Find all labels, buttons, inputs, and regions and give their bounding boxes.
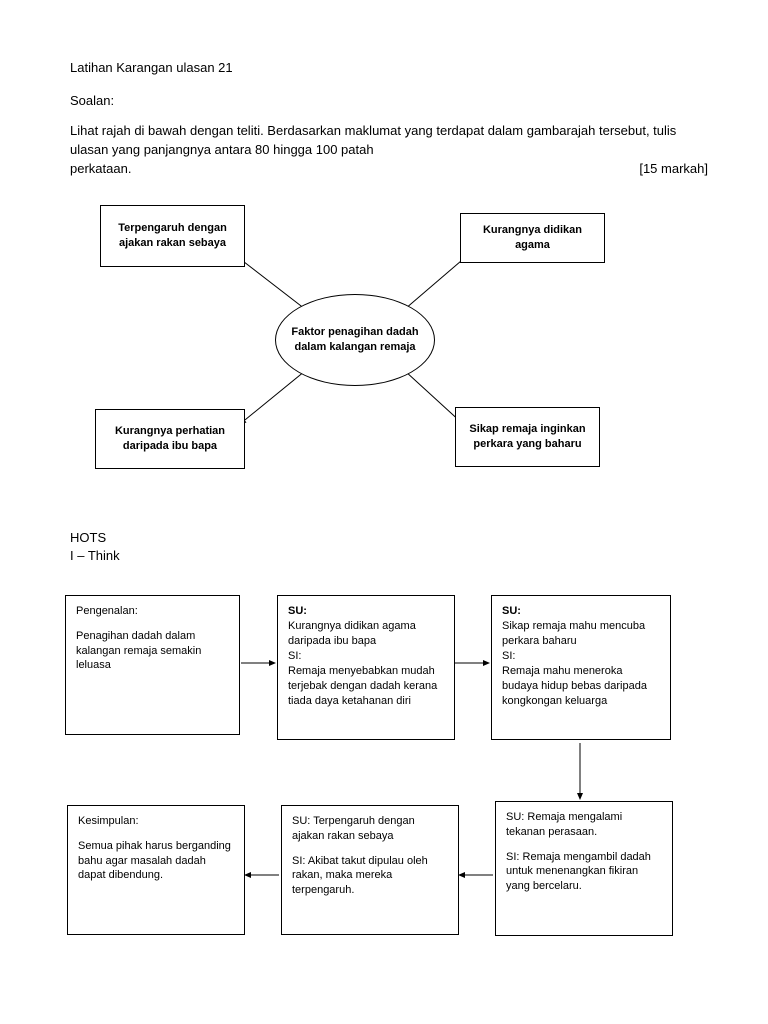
p3-su: SU: Remaja mengalami tekanan perasaan. xyxy=(506,810,662,840)
p2-si: Remaja mahu meneroka budaya hidup bebas … xyxy=(502,664,660,709)
intro-body: Penagihan dadah dalam kalangan remaja se… xyxy=(76,629,229,674)
hots-line2: I – Think xyxy=(70,547,708,565)
p2-si-label: SI: xyxy=(502,649,660,664)
p4-su: SU: Terpengaruh dengan ajakan rakan seba… xyxy=(292,814,448,844)
factor-top-left: Terpengaruh dengan ajakan rakan sebaya xyxy=(100,205,245,267)
intro-head: Pengenalan: xyxy=(76,604,229,619)
p2-su-label: SU: xyxy=(502,605,521,617)
flow-point-2: SU: Sikap remaja mahu mencuba perkara ba… xyxy=(491,595,671,740)
instruction-main: Lihat rajah di bawah dengan teliti. Berd… xyxy=(70,123,676,157)
p1-su-label: SU: xyxy=(288,605,307,617)
p1-si: Remaja menyebabkan mudah terjebak dengan… xyxy=(288,664,444,709)
factor-bottom-left: Kurangnya perhatian daripada ibu bapa xyxy=(95,409,245,469)
question-label: Soalan: xyxy=(70,93,708,108)
center-topic: Faktor penagihan dadah dalam kalangan re… xyxy=(275,294,435,386)
p1-si-label: SI: xyxy=(288,649,444,664)
instruction-text: Lihat rajah di bawah dengan teliti. Berd… xyxy=(70,122,708,179)
marks-label: [15 markah] xyxy=(639,160,708,179)
flow-point-3: SU: Remaja mengalami tekanan perasaan. S… xyxy=(495,801,673,936)
p2-su: Sikap remaja mahu mencuba perkara baharu xyxy=(502,619,660,649)
flow-point-1: SU: Kurangnya didikan agama daripada ibu… xyxy=(277,595,455,740)
p3-si: SI: Remaja mengambil dadah untuk menenan… xyxy=(506,850,662,895)
exercise-title: Latihan Karangan ulasan 21 xyxy=(70,60,708,75)
flow-conclusion: Kesimpulan: Semua pihak harus berganding… xyxy=(67,805,245,935)
hots-line1: HOTS xyxy=(70,529,708,547)
instruction-last: perkataan. xyxy=(70,160,131,179)
conclusion-body: Semua pihak harus berganding bahu agar m… xyxy=(78,839,234,884)
p1-su: Kurangnya didikan agama daripada ibu bap… xyxy=(288,619,444,649)
factor-top-right: Kurangnya didikan agama xyxy=(460,213,605,263)
flow-intro: Pengenalan: Penagihan dadah dalam kalang… xyxy=(65,595,240,735)
flow-diagram: Pengenalan: Penagihan dadah dalam kalang… xyxy=(65,593,685,973)
flow-point-4: SU: Terpengaruh dengan ajakan rakan seba… xyxy=(281,805,459,935)
spider-diagram: Terpengaruh dengan ajakan rakan sebaya K… xyxy=(80,199,620,489)
p4-si: SI: Akibat takut dipulau oleh rakan, mak… xyxy=(292,854,448,899)
factor-bottom-right: Sikap remaja inginkan perkara yang bahar… xyxy=(455,407,600,467)
conclusion-head: Kesimpulan: xyxy=(78,814,234,829)
hots-heading: HOTS I – Think xyxy=(70,529,708,565)
